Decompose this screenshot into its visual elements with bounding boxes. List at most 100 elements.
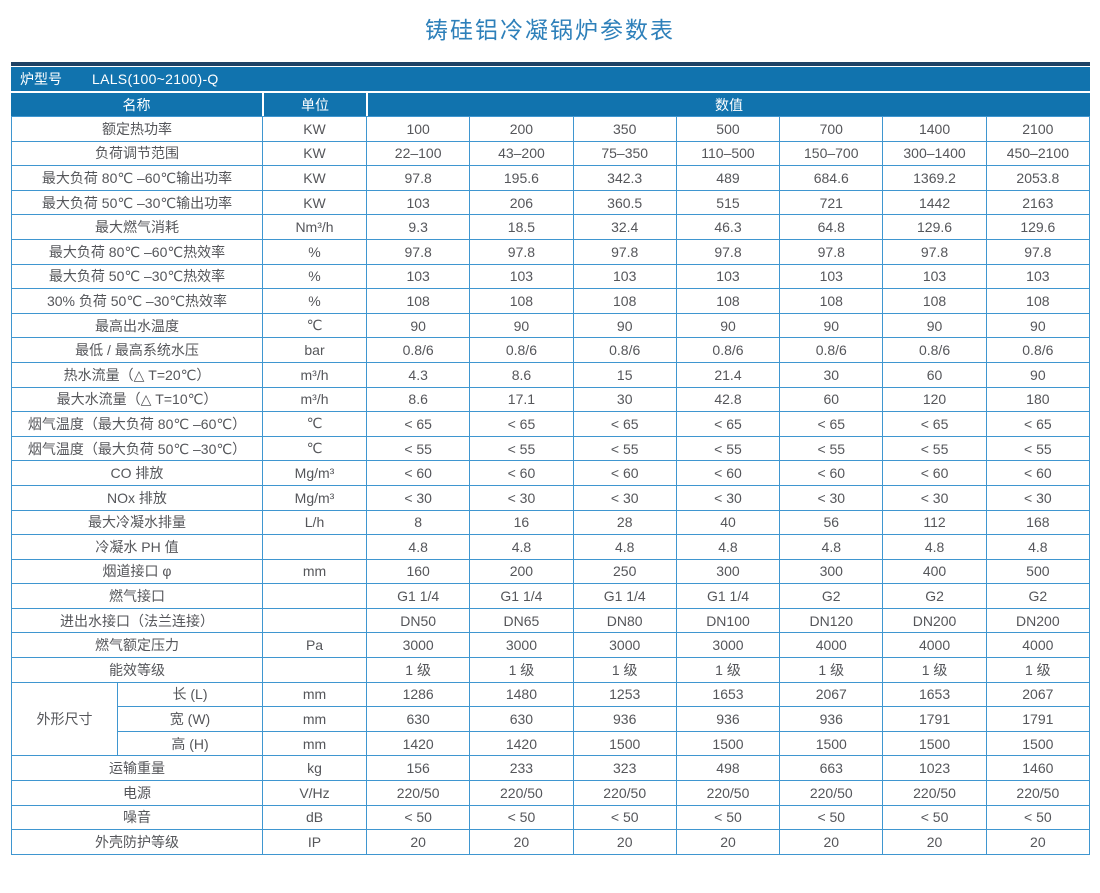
table-row: 额定热功率 KW 100 200 350 500 700 1400 2100 — [11, 116, 1091, 142]
row-label: 最大负荷 50℃ –30℃热效率 — [11, 263, 263, 290]
table-row: 冷凝水 PH 值 4.8 4.8 4.8 4.8 4.8 4.8 4.8 — [11, 534, 1091, 560]
row-unit: ℃ — [262, 435, 367, 462]
row-value: 1500 — [779, 730, 884, 757]
row-value: 180 — [985, 386, 1091, 413]
row-value: 1480 — [469, 681, 574, 708]
table-row: 噪音 dB < 50 < 50 < 50 < 50 < 50 < 50 < 50 — [11, 804, 1091, 831]
row-value: < 60 — [882, 460, 987, 486]
row-unit: % — [262, 263, 367, 290]
row-value: 112 — [882, 509, 987, 536]
table-row: 最大负荷 80℃ –60℃热效率% 97.8 97.8 97.8 97.8 97.8 97.… — [11, 238, 1091, 265]
row-label: 燃气额定压力 — [11, 632, 263, 659]
row-value: 342.3 — [572, 165, 677, 191]
row-value: 28 — [572, 509, 677, 536]
row-value: 220/50 — [365, 780, 471, 806]
row-value: 300 — [675, 558, 781, 585]
row-value: 103 — [365, 189, 471, 216]
row-value: 936 — [779, 706, 884, 732]
row-value: < 50 — [985, 804, 1091, 831]
row-value: 17.1 — [469, 386, 574, 413]
parameter-table: 炉型号 LALS(100~2100)-Q 名称 单位 数值 额定热功率 KW 100… — [11, 62, 1091, 855]
column-header-unit: 单位 — [262, 93, 366, 116]
row-value: G2 — [779, 583, 884, 609]
row-value: < 65 — [572, 411, 677, 437]
row-value: < 60 — [469, 460, 574, 486]
table-row: 外壳防护等级 IP 20 20 20 20 20 20 20 — [11, 829, 1091, 855]
row-value: 1 级 — [779, 657, 884, 683]
row-value: < 30 — [365, 484, 471, 511]
row-value: 129.6 — [985, 214, 1091, 240]
row-unit — [262, 534, 367, 560]
row-value: 150–700 — [779, 140, 884, 167]
param-table: 额定热功率 KW 100 200 350 500 700 1400 2100 负荷调节范围 KW 22… — [11, 116, 1091, 855]
row-value: < 50 — [365, 804, 471, 831]
row-label: 最大负荷 80℃ –60℃热效率 — [11, 238, 263, 265]
param-table-body: 额定热功率 KW 100 200 350 500 700 1400 2100 负荷调节范围 KW 22… — [11, 116, 1091, 855]
row-unit: Pa — [262, 632, 367, 659]
row-label: 烟气温度（最大负荷 80℃ –60℃） — [11, 411, 263, 437]
row-unit — [262, 583, 367, 609]
row-label: 燃气接口 — [11, 583, 263, 609]
row-unit: m³/h — [262, 386, 367, 413]
row-label: 高 (H) — [117, 730, 263, 757]
row-value: < 65 — [779, 411, 884, 437]
row-value: G1 1/4 — [675, 583, 781, 609]
row-value: 360.5 — [572, 189, 677, 216]
row-value: < 55 — [882, 435, 987, 462]
row-label: 最大负荷 50℃ –30℃输出功率 — [11, 189, 263, 216]
row-unit: % — [262, 238, 367, 265]
top-accent-bar — [11, 62, 1090, 66]
row-value: 1442 — [882, 189, 987, 216]
row-value: 103 — [779, 263, 884, 290]
row-unit: L/h — [262, 509, 367, 536]
row-value: 4.8 — [675, 534, 781, 560]
row-value: 250 — [572, 558, 677, 585]
table-row: 燃气接口 G1 1/4 G1 1/4 G1 1/4 G1 1/4 G2 G2 G2 — [11, 583, 1091, 609]
table-row: 最大冷凝水排量 L/h 8 16 28 40 56 112 168 — [11, 509, 1091, 536]
row-value: 220/50 — [675, 780, 781, 806]
row-value: 4.8 — [779, 534, 884, 560]
model-label: 炉型号 — [20, 71, 62, 87]
row-value: 200 — [469, 116, 574, 142]
row-value: < 65 — [469, 411, 574, 437]
row-value: < 55 — [779, 435, 884, 462]
row-label: 最高出水温度 — [11, 312, 263, 339]
row-label: 进出水接口（法兰连接） — [11, 607, 263, 634]
row-unit: mm — [262, 730, 367, 757]
row-label: NOx 排放 — [11, 484, 263, 511]
row-value: 515 — [675, 189, 781, 216]
table-row: 最高出水温度 ℃ 90 90 90 90 90 90 90 — [11, 312, 1091, 339]
row-value: DN200 — [985, 607, 1091, 634]
row-value: 2163 — [985, 189, 1091, 216]
row-unit: V/Hz — [262, 780, 367, 806]
row-value: 1420 — [469, 730, 574, 757]
row-value: 300–1400 — [882, 140, 987, 167]
row-value: 500 — [985, 558, 1091, 585]
row-value: 108 — [882, 288, 987, 314]
row-value: 1 级 — [365, 657, 471, 683]
row-value: DN65 — [469, 607, 574, 634]
row-value: < 30 — [779, 484, 884, 511]
row-unit: dB — [262, 804, 367, 831]
row-label: 运输重量 — [11, 755, 263, 782]
row-value: 220/50 — [985, 780, 1091, 806]
row-unit: Mg/m³ — [262, 460, 367, 486]
table-row: 30% 负荷 50℃ –30℃热效率% 108 108 108 108 108 108 108 — [11, 288, 1091, 314]
row-value: 103 — [365, 263, 471, 290]
table-row: 烟道接口 φ mm 160 200 250 300 300 400 500 — [11, 558, 1091, 585]
row-value: 630 — [365, 706, 471, 732]
row-label: 最大水流量（△ T=10℃） — [11, 386, 263, 413]
row-value: 4.8 — [365, 534, 471, 560]
row-value: 300 — [779, 558, 884, 585]
row-label: 最大冷凝水排量 — [11, 509, 263, 536]
row-value: 97.8 — [365, 238, 471, 265]
row-value: 97.8 — [779, 238, 884, 265]
row-value: 108 — [985, 288, 1091, 314]
row-value: 0.8/6 — [572, 337, 677, 363]
row-value: < 60 — [985, 460, 1091, 486]
row-unit: m³/h — [262, 361, 367, 388]
row-value: 30 — [572, 386, 677, 413]
row-value: 90 — [985, 361, 1091, 388]
table-row: 最大负荷 80℃ –60℃输出功率 KW 97.8 195.6 342.3 489 684.… — [11, 165, 1091, 191]
